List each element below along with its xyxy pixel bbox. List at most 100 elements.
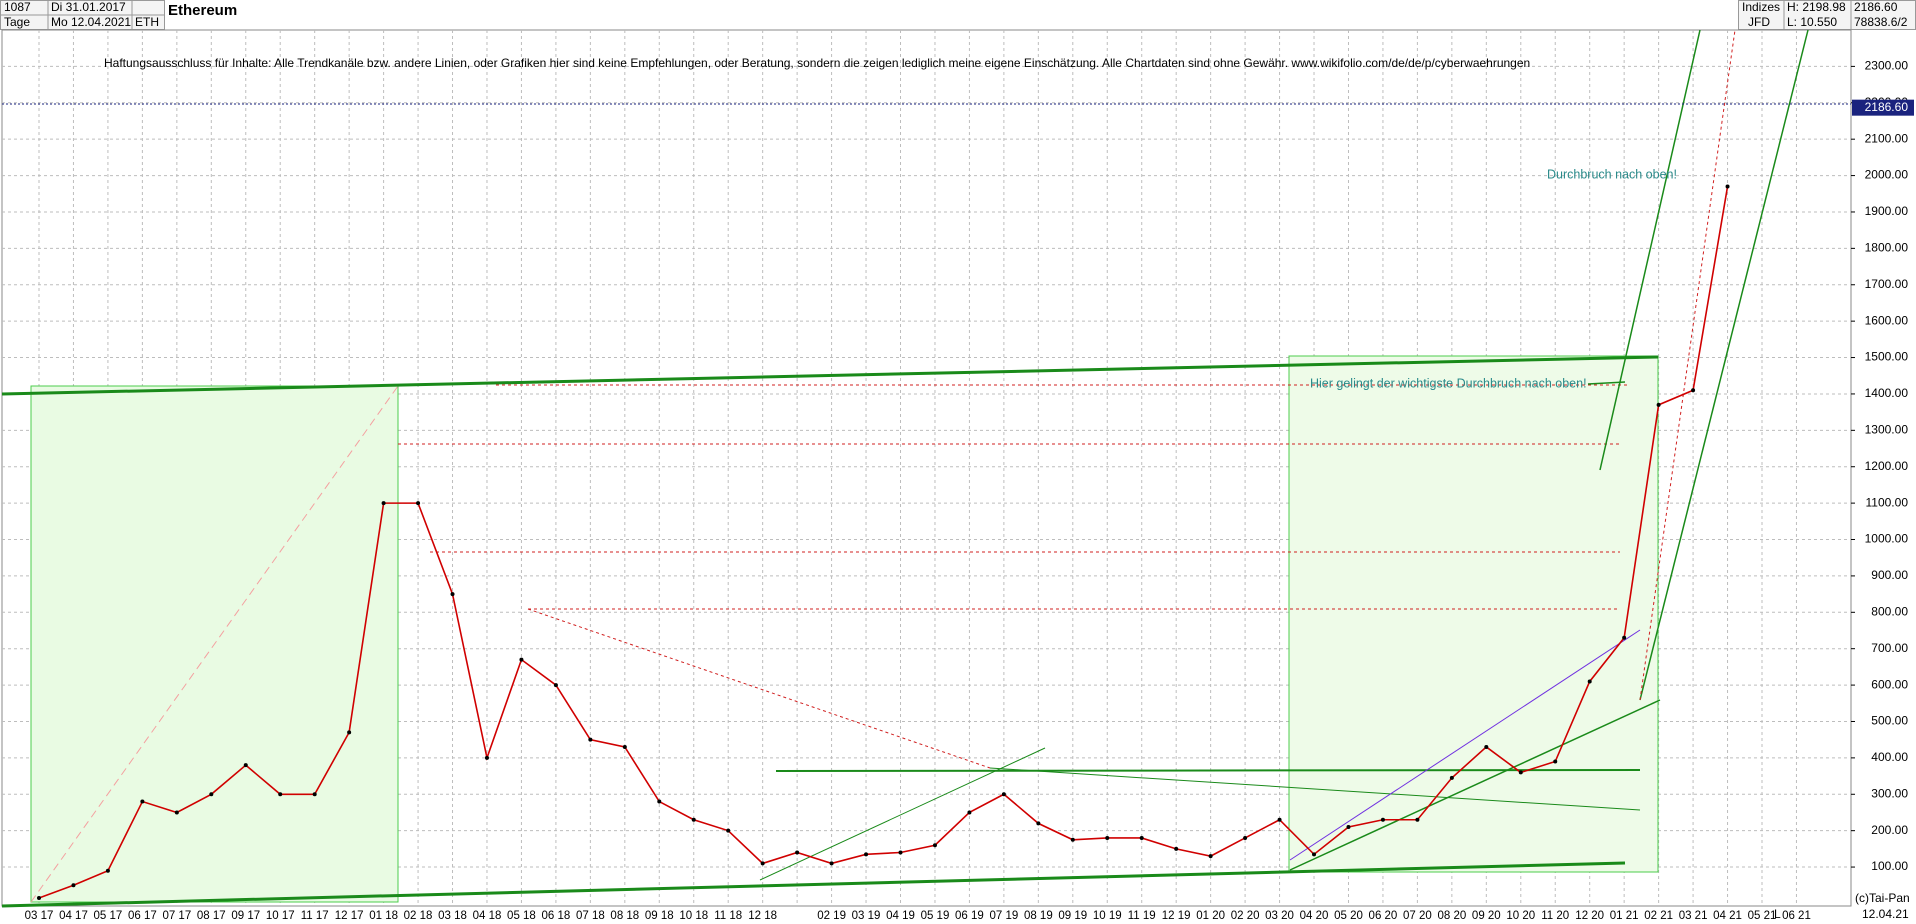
y-tick-label: 1300.00 [1865,423,1909,437]
trend-line [30,385,399,903]
x-tick-label: 02 18 [404,910,433,922]
x-tick-label: 01 20 [1196,910,1225,922]
price-point [519,657,524,662]
level-line [775,769,1641,772]
price-point [1518,770,1523,775]
price-line [38,186,1729,899]
price-point [450,592,455,597]
x-tick-label: 12 19 [1162,910,1191,922]
y-tick-label: 1900.00 [1865,204,1909,218]
x-tick-label: 04 17 [59,910,88,922]
annotation: Durchbruch nach oben! [1547,167,1677,181]
price-point [381,501,386,506]
last-date: 12.04.21 [1862,907,1909,921]
info-high: H: 2198.98 [1787,0,1846,14]
y-tick-label: 600.00 [1871,677,1908,691]
x-tick-label: 06 18 [542,910,571,922]
price-point [1449,775,1454,780]
scale-mode: L [1774,907,1781,921]
trend-line [989,767,1641,811]
x-tick-label: 10 20 [1506,910,1535,922]
header-start: Di 31.01.2017 [51,0,126,14]
x-tick-label: 08 18 [610,910,639,922]
x-tick-label: 03 17 [25,910,54,922]
y-tick-label: 1000.00 [1865,532,1909,546]
price-point [416,501,421,506]
trend-line [1639,29,1809,701]
price-point [37,895,41,900]
price-point [588,737,593,742]
price-point [932,843,937,848]
x-tick-label: 11 17 [301,910,329,922]
price-point [174,810,179,815]
price-point [243,763,248,768]
price-point [1484,744,1489,749]
price-point [622,744,627,749]
x-tick-label: 06 21 [1782,910,1811,922]
price-point [1277,817,1282,822]
price-point [209,792,214,797]
x-tick-label: 09 17 [231,910,260,922]
x-tick-label: 06 20 [1369,910,1398,922]
price-point [278,792,283,797]
header-unit[interactable]: Tage [4,15,30,29]
x-tick-label: 08 20 [1437,910,1466,922]
x-tick-label: 07 19 [989,910,1018,922]
disclaimer: Haftungsausschluss für Inhalte: Alle Tre… [104,56,1530,70]
info-market: Indizes [1742,0,1780,14]
x-tick-label: 07 17 [162,910,191,922]
trend-line [1289,629,1641,861]
trend-line [1289,699,1661,871]
trend-line [1599,29,1701,471]
x-tick-label: 03 18 [438,910,467,922]
y-tick-label: 400.00 [1871,750,1908,764]
trend-line [1,861,1626,908]
x-tick-label: 10 17 [266,910,295,922]
annotation-arrow [1587,381,1626,385]
x-tick-label: 07 18 [576,910,605,922]
price-point [795,850,800,855]
x-tick-label: 05 17 [94,910,123,922]
x-tick-label: 01 21 [1610,910,1639,922]
x-tick-label: 05 18 [507,910,536,922]
price-point [1036,821,1041,826]
x-tick-label: 08 19 [1024,910,1053,922]
y-tick-label: 1700.00 [1865,277,1909,291]
price-point [864,852,869,857]
x-tick-label: 01 18 [369,910,398,922]
price-point [760,861,765,866]
trend-line [1,355,1659,396]
info-low: L: 10.550 [1787,15,1837,29]
x-tick-label: 03 20 [1265,910,1294,922]
current-price-label: 2186.60 [1865,100,1909,114]
x-tick-label: 12 20 [1575,910,1604,922]
price-point [1139,835,1144,840]
x-tick-label: 02 20 [1231,910,1260,922]
y-tick-label: 2300.00 [1865,59,1909,73]
price-point [1415,817,1420,822]
x-tick-label: 10 19 [1093,910,1122,922]
y-tick-label: 1100.00 [1866,495,1909,509]
x-tick-label: 11 18 [714,910,742,922]
x-tick-label: 05 21 [1748,910,1777,922]
x-tick-label: 11 19 [1128,910,1156,922]
y-tick-label: 1200.00 [1865,459,1909,473]
x-tick-label: 09 18 [645,910,674,922]
price-point [829,861,834,866]
copyright: (c)Tai-Pan [1855,891,1910,905]
header-symbol: ETH [135,15,159,29]
range-box [1288,355,1659,873]
y-tick-label: 200.00 [1871,823,1908,837]
price-point [1001,792,1006,797]
header-count[interactable]: 1087 [4,0,31,14]
info-source: JFD [1748,15,1770,29]
trend-line [759,747,1046,881]
x-tick-label: 08 17 [197,910,226,922]
price-point [1346,825,1351,830]
price-point [1070,837,1075,842]
y-tick-label: 1500.00 [1865,350,1909,364]
chart-title: Ethereum [168,2,237,19]
price-point [1243,835,1248,840]
y-tick-label: 100.00 [1871,859,1908,873]
x-tick-label: 07 20 [1403,910,1432,922]
